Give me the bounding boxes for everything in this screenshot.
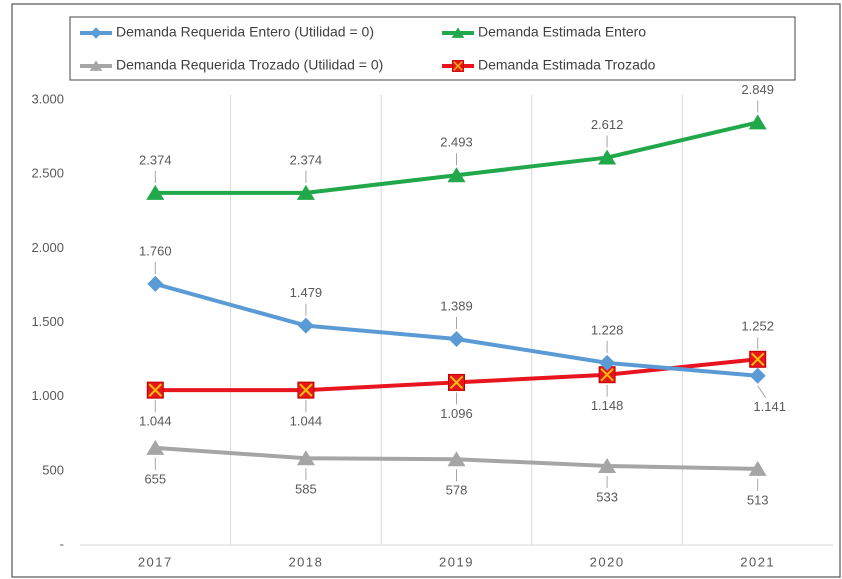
data-point: [748, 114, 767, 130]
data-point: [748, 460, 767, 476]
x-tick-label: 2017: [138, 554, 173, 569]
data-point: [749, 367, 766, 384]
legend-label: Demanda Requerida Trozado (Utilidad = 0): [116, 57, 383, 73]
data-label: 1.044: [290, 414, 323, 429]
data-label: 513: [747, 492, 769, 507]
data-point: [749, 350, 767, 368]
data-point: [447, 167, 466, 183]
y-tick-label: 500: [42, 462, 64, 477]
y-tick-label: -: [60, 536, 64, 551]
data-label: 1.389: [440, 298, 473, 313]
data-point: [146, 381, 164, 399]
data-point: [448, 373, 465, 391]
data-label: 1.479: [290, 285, 323, 300]
data-label: 655: [144, 471, 166, 486]
data-label: 2.374: [290, 152, 323, 167]
y-tick-label: 3.000: [31, 91, 64, 106]
x-tick-label: 2019: [439, 554, 474, 569]
x-tick-label: 2018: [288, 554, 323, 569]
data-point: [296, 450, 315, 466]
y-tick-label: 2.500: [31, 166, 64, 181]
legend-label: Demanda Estimada Entero: [478, 24, 646, 40]
data-point: [599, 354, 616, 371]
data-label: 1.141: [753, 399, 786, 414]
data-point: [598, 457, 617, 473]
legend-marker: [452, 60, 464, 72]
data-label: 1.760: [139, 243, 172, 258]
legend-marker: [89, 60, 103, 71]
data-point: [147, 275, 164, 292]
data-label: 2.493: [440, 135, 473, 150]
legend-label: Demanda Estimada Trozado: [478, 57, 656, 73]
data-label: 1.228: [591, 322, 624, 337]
y-tick-label: 1.000: [31, 388, 64, 403]
data-point: [297, 317, 314, 334]
data-point: [448, 330, 465, 347]
data-label: 533: [596, 489, 618, 504]
data-label: 1.252: [741, 319, 774, 334]
label-leader: [757, 385, 767, 399]
data-label: 2.612: [591, 117, 624, 132]
y-tick-label: 2.000: [31, 240, 64, 255]
y-tick-label: 1.500: [31, 314, 64, 329]
data-label: 2.849: [741, 82, 774, 97]
x-tick-label: 2020: [590, 554, 625, 569]
data-label: 1.148: [591, 398, 624, 413]
legend-label: Demanda Requerida Entero (Utilidad = 0): [116, 24, 374, 40]
data-label: 585: [295, 482, 317, 497]
data-point: [296, 184, 315, 200]
chart-frame: [11, 3, 841, 578]
data-point: [447, 451, 466, 467]
data-point: [146, 439, 165, 455]
legend-marker: [451, 27, 465, 38]
legend-box: [69, 16, 796, 81]
data-label: 578: [446, 483, 468, 498]
x-tick-label: 2021: [740, 554, 775, 569]
data-label: 1.096: [440, 406, 473, 421]
data-label: 1.044: [139, 414, 172, 429]
data-point: [598, 149, 617, 165]
data-point: [146, 184, 165, 200]
data-point: [297, 381, 315, 399]
data-label: 2.374: [139, 152, 172, 167]
